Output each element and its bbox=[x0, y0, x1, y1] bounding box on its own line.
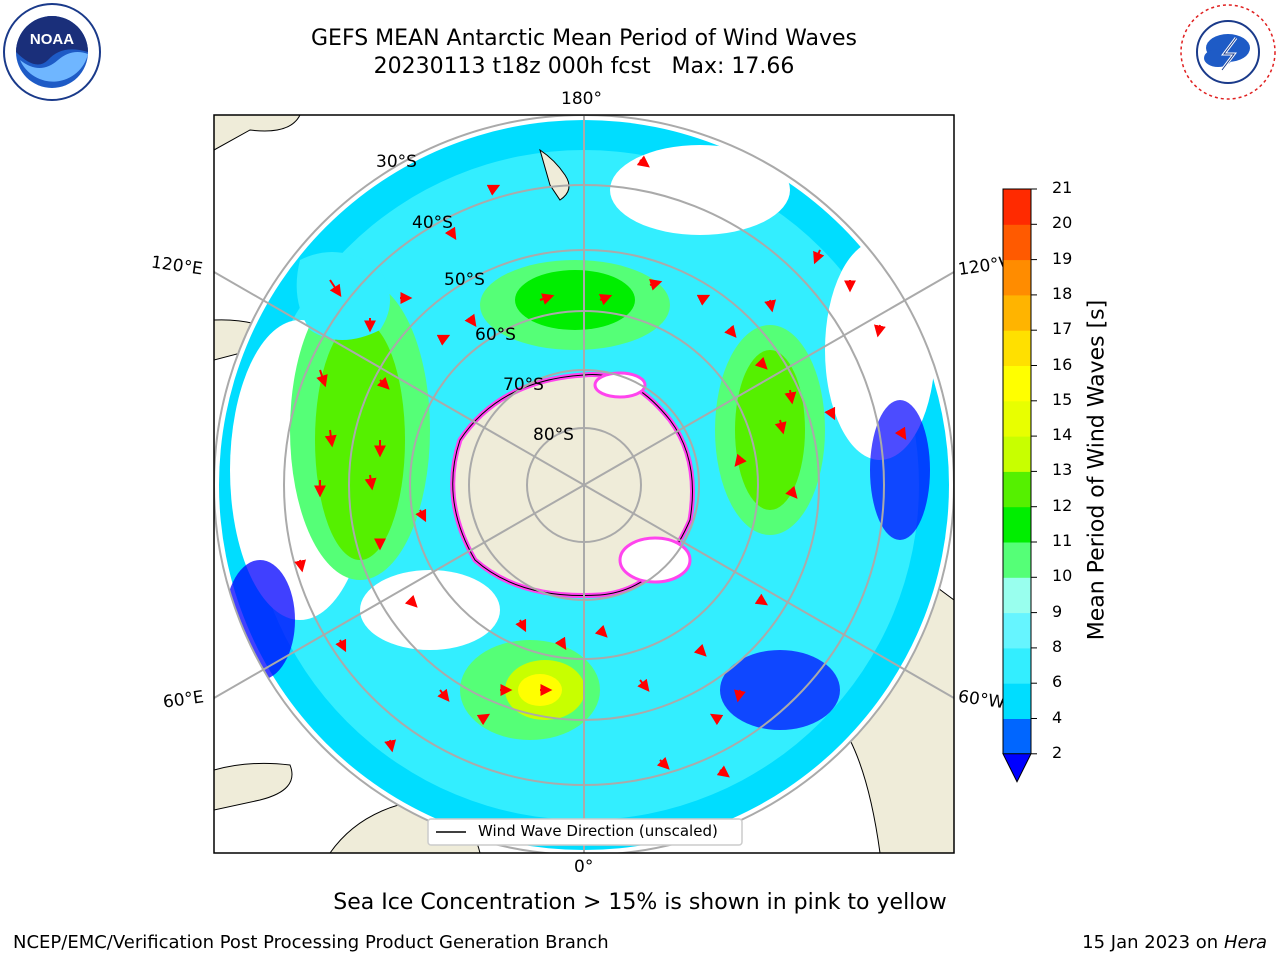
machine-name: Hera bbox=[1223, 932, 1267, 953]
colorbar bbox=[1002, 188, 1037, 783]
figure-title: GEFS MEAN Antarctic Mean Period of Wind … bbox=[311, 26, 857, 51]
colorbar-title: Mean Period of Wind Waves [s] bbox=[1084, 299, 1110, 641]
colorbar-tick-label: 10 bbox=[1052, 566, 1073, 586]
colorbar-tick-label: 14 bbox=[1052, 425, 1073, 445]
colorbar-tick-label: 15 bbox=[1052, 389, 1073, 409]
map-legend-label: Wind Wave Direction (unscaled) bbox=[478, 822, 718, 840]
colorbar-tick-label: 19 bbox=[1052, 248, 1073, 268]
colorbar-tick-label: 21 bbox=[1052, 178, 1073, 197]
colorbar-segment bbox=[1003, 294, 1031, 331]
colorbar-tick-label: 13 bbox=[1052, 460, 1073, 480]
colorbar-segment bbox=[1003, 436, 1031, 472]
colorbar-tick-label: 8 bbox=[1052, 636, 1063, 656]
colorbar-tick-label: 18 bbox=[1052, 283, 1073, 303]
colorbar-tick-label: 16 bbox=[1052, 354, 1073, 374]
lon-label-180: 180° bbox=[561, 89, 602, 109]
colorbar-tick-label: 12 bbox=[1052, 495, 1073, 515]
colorbar-segment bbox=[1003, 471, 1031, 508]
lat-label-70s: 70°S bbox=[503, 375, 544, 395]
wind-wave-arrows bbox=[294, 155, 907, 778]
colorbar-segment bbox=[1003, 612, 1031, 649]
colorbar-segment bbox=[1003, 330, 1031, 366]
colorbar-segment bbox=[1003, 189, 1031, 225]
colorbar-segment bbox=[1003, 365, 1031, 402]
noaa-logo: NOAA bbox=[2, 2, 102, 102]
colorbar-tick-label: 4 bbox=[1052, 707, 1063, 727]
colorbar-tick-label: 17 bbox=[1052, 319, 1073, 339]
colorbar-segment bbox=[1003, 542, 1031, 578]
colorbar-segment bbox=[1003, 400, 1031, 437]
credit-text: NCEP/EMC/Verification Post Processing Pr… bbox=[13, 932, 609, 953]
colorbar-extend-triangle bbox=[1002, 753, 1032, 783]
colorbar-segment bbox=[1003, 259, 1031, 296]
noaa-logo-text: NOAA bbox=[30, 31, 74, 48]
lon-label-0: 0° bbox=[574, 857, 594, 877]
lat-label-80s: 80°S bbox=[533, 425, 574, 445]
colorbar-tick-label: 2 bbox=[1052, 742, 1063, 762]
figure-subtitle: 20230113 t18z 000h fcst Max: 17.66 bbox=[373, 54, 795, 79]
lat-label-40s: 40°S bbox=[412, 213, 453, 233]
colorbar-tick-label: 20 bbox=[1052, 213, 1073, 233]
colorbar-tick-label: 11 bbox=[1052, 531, 1073, 550]
colorbar-segment bbox=[1003, 506, 1031, 543]
colorbar-segment bbox=[1003, 224, 1031, 261]
lat-label-60s: 60°S bbox=[475, 325, 516, 345]
nws-logo bbox=[1178, 2, 1278, 102]
sea-ice-note: Sea Ice Concentration > 15% is shown in … bbox=[333, 890, 947, 915]
colorbar-segment bbox=[1003, 647, 1031, 684]
lat-label-50s: 50°S bbox=[444, 270, 485, 290]
date-text: 15 Jan 2023 on Hera bbox=[1082, 932, 1267, 953]
colorbar-tick-label: 9 bbox=[1052, 601, 1063, 621]
date-prefix: 15 Jan 2023 on bbox=[1082, 932, 1224, 953]
colorbar-segment bbox=[1003, 683, 1031, 719]
colorbar-segment bbox=[1003, 577, 1031, 614]
colorbar-tick-label: 6 bbox=[1052, 672, 1063, 692]
colorbar-segment bbox=[1003, 718, 1031, 755]
lat-label-30s: 30°S bbox=[376, 152, 417, 172]
